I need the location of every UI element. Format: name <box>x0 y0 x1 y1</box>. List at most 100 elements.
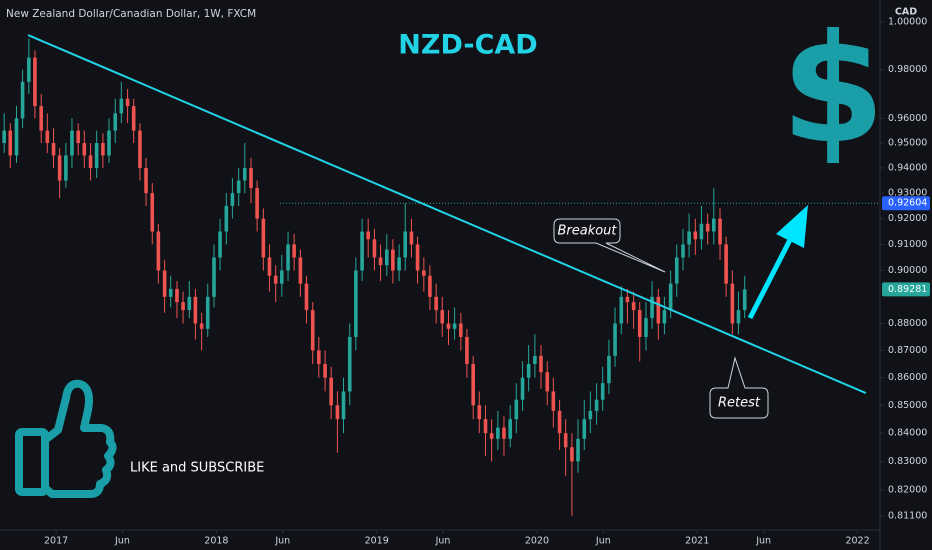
candle-body <box>236 180 241 194</box>
axes: 1.00000 0.98000 0.96000 0.95000 0.94000 0.930… <box>44 17 930 547</box>
price-label: 0.92604 <box>888 198 927 209</box>
y-tick-label: 0.83000 <box>888 456 927 467</box>
candle-body <box>230 193 235 206</box>
candle-body <box>637 310 642 337</box>
candle-body <box>94 143 99 168</box>
candle-body <box>588 410 593 420</box>
candle-body <box>261 218 266 258</box>
candle-body <box>255 188 259 219</box>
candle-body <box>668 283 673 311</box>
candle-body <box>2 130 6 144</box>
candle-body <box>613 323 617 356</box>
y-tick-label: 0.86000 <box>888 372 927 383</box>
candle-body <box>465 336 469 365</box>
candle-body <box>699 223 704 240</box>
y-tick-label: 0.92000 <box>888 213 927 224</box>
x-tick-label: 2020 <box>525 536 549 547</box>
candle-body <box>681 244 685 258</box>
candle-body <box>483 419 488 434</box>
candle-body <box>341 391 346 420</box>
x-tick-label: Jun <box>755 536 771 547</box>
x-tick-label: 2021 <box>685 536 709 547</box>
candle-body <box>304 283 309 311</box>
candle-body <box>557 410 562 434</box>
y-tick-label: 0.95000 <box>888 138 927 149</box>
currency-label: CAD <box>895 7 917 18</box>
candle-body <box>446 323 451 329</box>
candle-body <box>718 218 722 245</box>
candle-body <box>650 296 654 319</box>
candle-body <box>644 318 648 337</box>
y-tick-label: 0.93000 <box>888 188 927 199</box>
candle-body <box>428 275 432 297</box>
candle-body <box>298 257 303 284</box>
candle-body <box>551 391 556 411</box>
x-tick-label: 2022 <box>845 536 869 547</box>
candle-body <box>156 231 161 271</box>
candle-body <box>730 283 735 324</box>
candle-body <box>662 310 667 324</box>
candle-body <box>705 223 710 232</box>
candle-body <box>20 81 25 119</box>
candle-body <box>397 257 401 271</box>
y-tick-label: 0.85000 <box>888 400 927 411</box>
y-tick-label: 0.98000 <box>888 64 927 75</box>
candle-body <box>33 57 37 107</box>
candle-body <box>434 296 438 311</box>
candle-body <box>607 355 611 384</box>
x-tick-label: 2017 <box>44 536 68 547</box>
candle-body <box>459 323 463 337</box>
candle-body <box>372 239 377 258</box>
candle-body <box>273 275 278 284</box>
candle-body <box>520 377 525 400</box>
candle-body <box>51 143 56 156</box>
candle-body <box>14 118 19 156</box>
candle-body <box>335 405 340 420</box>
candle-body <box>27 57 31 82</box>
x-tick-label: Jun <box>274 536 290 547</box>
candle-body <box>286 244 290 271</box>
candle-body <box>576 438 580 462</box>
candle-body <box>138 130 142 168</box>
candle-body <box>563 433 568 448</box>
y-tick-label: 0.90000 <box>888 265 927 276</box>
arrow <box>747 205 808 320</box>
candle-body <box>502 427 506 439</box>
candle-body <box>88 155 93 168</box>
annotation: Breakout <box>557 224 617 239</box>
symbol-description: New Zealand Dollar/Canadian Dollar, 1W, … <box>6 8 256 20</box>
candle-body <box>687 231 691 245</box>
candle-body <box>131 106 136 131</box>
candle-body <box>582 419 587 439</box>
candle-body <box>76 130 81 144</box>
candle-body <box>526 364 531 378</box>
y-tick-label: 0.94000 <box>888 162 927 173</box>
candle-body <box>144 167 148 194</box>
candle-body <box>292 244 296 258</box>
candle-body <box>224 205 229 232</box>
candle-body <box>533 355 537 365</box>
candle-body <box>354 270 358 337</box>
price-label: 0.89281 <box>888 284 927 295</box>
y-tick-label: 0.87000 <box>888 345 927 356</box>
candle-body <box>57 155 62 181</box>
candle-body <box>212 257 216 297</box>
candle-body <box>162 270 167 297</box>
y-tick-label: 0.88000 <box>888 318 927 329</box>
candle-body <box>360 231 364 271</box>
candle-body <box>452 323 457 329</box>
candle-body <box>366 231 370 240</box>
candle-body <box>711 218 716 232</box>
candle-body <box>415 244 420 271</box>
candle-body <box>64 155 68 181</box>
candle-body <box>39 106 43 131</box>
candle-body <box>391 249 395 271</box>
x-tick-label: Jun <box>114 536 130 547</box>
candle-body <box>736 310 741 324</box>
candle-body <box>600 383 605 400</box>
candle-body <box>279 270 284 284</box>
candle-body <box>674 257 679 284</box>
candle-body <box>193 296 198 324</box>
